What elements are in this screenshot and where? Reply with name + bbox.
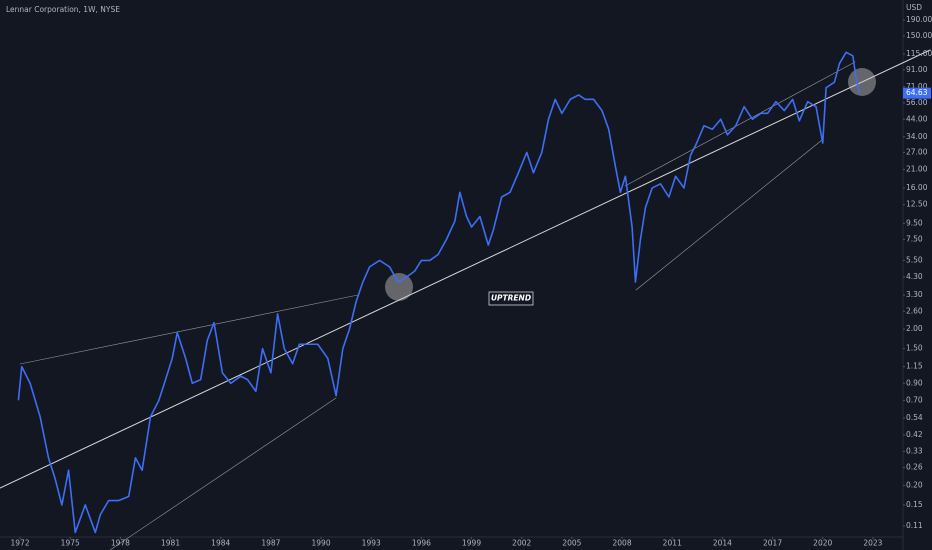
- x-tick-label: 2020: [813, 539, 832, 548]
- y-tick-label: 16.00: [906, 183, 928, 192]
- y-tick-label: 2.60: [906, 306, 923, 315]
- x-tick-label: 2023: [863, 539, 882, 548]
- price-line: [17, 51, 861, 534]
- y-tick-label: 91.00: [906, 65, 928, 74]
- x-tick-label: 1975: [61, 539, 80, 548]
- trend-line: [0, 49, 931, 489]
- x-tick-label: 1972: [11, 539, 30, 548]
- x-tick-label: 1990: [312, 539, 331, 548]
- last-price-box: [903, 87, 931, 99]
- y-tick-label: 190.00: [906, 15, 932, 24]
- x-tick-label: 1993: [362, 539, 381, 548]
- y-tick-label: 44.00: [906, 114, 928, 123]
- y-tick-label: 0.20: [906, 480, 923, 489]
- y-tick-label: 0.54: [906, 413, 923, 422]
- highlight-circle: [385, 273, 413, 301]
- x-tick-label: 2005: [562, 539, 581, 548]
- y-tick-label: 0.15: [906, 500, 923, 509]
- y-tick-label: 2.00: [906, 324, 923, 333]
- x-tick-label: 2002: [512, 539, 531, 548]
- x-tick-label: 2011: [663, 539, 682, 548]
- y-tick-label: 1.15: [906, 362, 923, 371]
- y-tick-label: 12.50: [906, 200, 928, 209]
- y-tick-label: 1.50: [906, 344, 923, 353]
- x-tick-label: 1996: [412, 539, 431, 548]
- last-price-label: 64.63: [906, 88, 928, 97]
- x-tick-label: 1981: [161, 539, 180, 548]
- highlight-circle: [848, 68, 876, 96]
- channel-line: [624, 61, 856, 187]
- chart-title: Lennar Corporation, 1W, NYSE: [6, 5, 120, 14]
- plot: [17, 51, 861, 534]
- x-tick-label: 1978: [111, 539, 130, 548]
- y-tick-label: 3.30: [906, 290, 923, 299]
- x-tick-label: 1999: [462, 539, 481, 548]
- y-tick-label: 4.30: [906, 272, 923, 281]
- y-tick-label: 0.11: [906, 521, 923, 530]
- y-tick-label: 7.50: [906, 234, 923, 243]
- y-tick-label: 9.50: [906, 218, 923, 227]
- channel-line: [635, 139, 823, 291]
- y-tick-label: 0.26: [906, 463, 923, 472]
- y-tick-label: 56.00: [906, 98, 928, 107]
- channel-line: [109, 397, 337, 550]
- x-tick-label: 2008: [613, 539, 632, 548]
- y-tick-label: 0.90: [906, 378, 923, 387]
- annotation: UPTREND: [491, 294, 531, 303]
- x-tick-label: 2017: [763, 539, 782, 548]
- annotation-box: [488, 291, 534, 306]
- y-tick-label: 0.70: [906, 395, 923, 404]
- x-tick-label: 1984: [211, 539, 230, 548]
- drawings: [0, 49, 931, 550]
- y-tick-label: 34.00: [906, 132, 928, 141]
- y-tick-label: 0.33: [906, 446, 923, 455]
- y-tick-label: 27.00: [906, 147, 928, 156]
- y-tick-label: 5.50: [906, 255, 923, 264]
- y-tick-label: 21.00: [906, 164, 928, 173]
- x-tick-label: 2014: [713, 539, 732, 548]
- y-tick-label: 115.00: [906, 49, 932, 58]
- y-tick-label: 0.42: [906, 430, 923, 439]
- x-tick-label: 1987: [261, 539, 280, 548]
- y-unit: USD: [906, 3, 922, 12]
- channel-line: [19, 294, 359, 365]
- y-tick-label: 150.00: [906, 31, 932, 40]
- y-tick-label: 71.00: [906, 82, 928, 91]
